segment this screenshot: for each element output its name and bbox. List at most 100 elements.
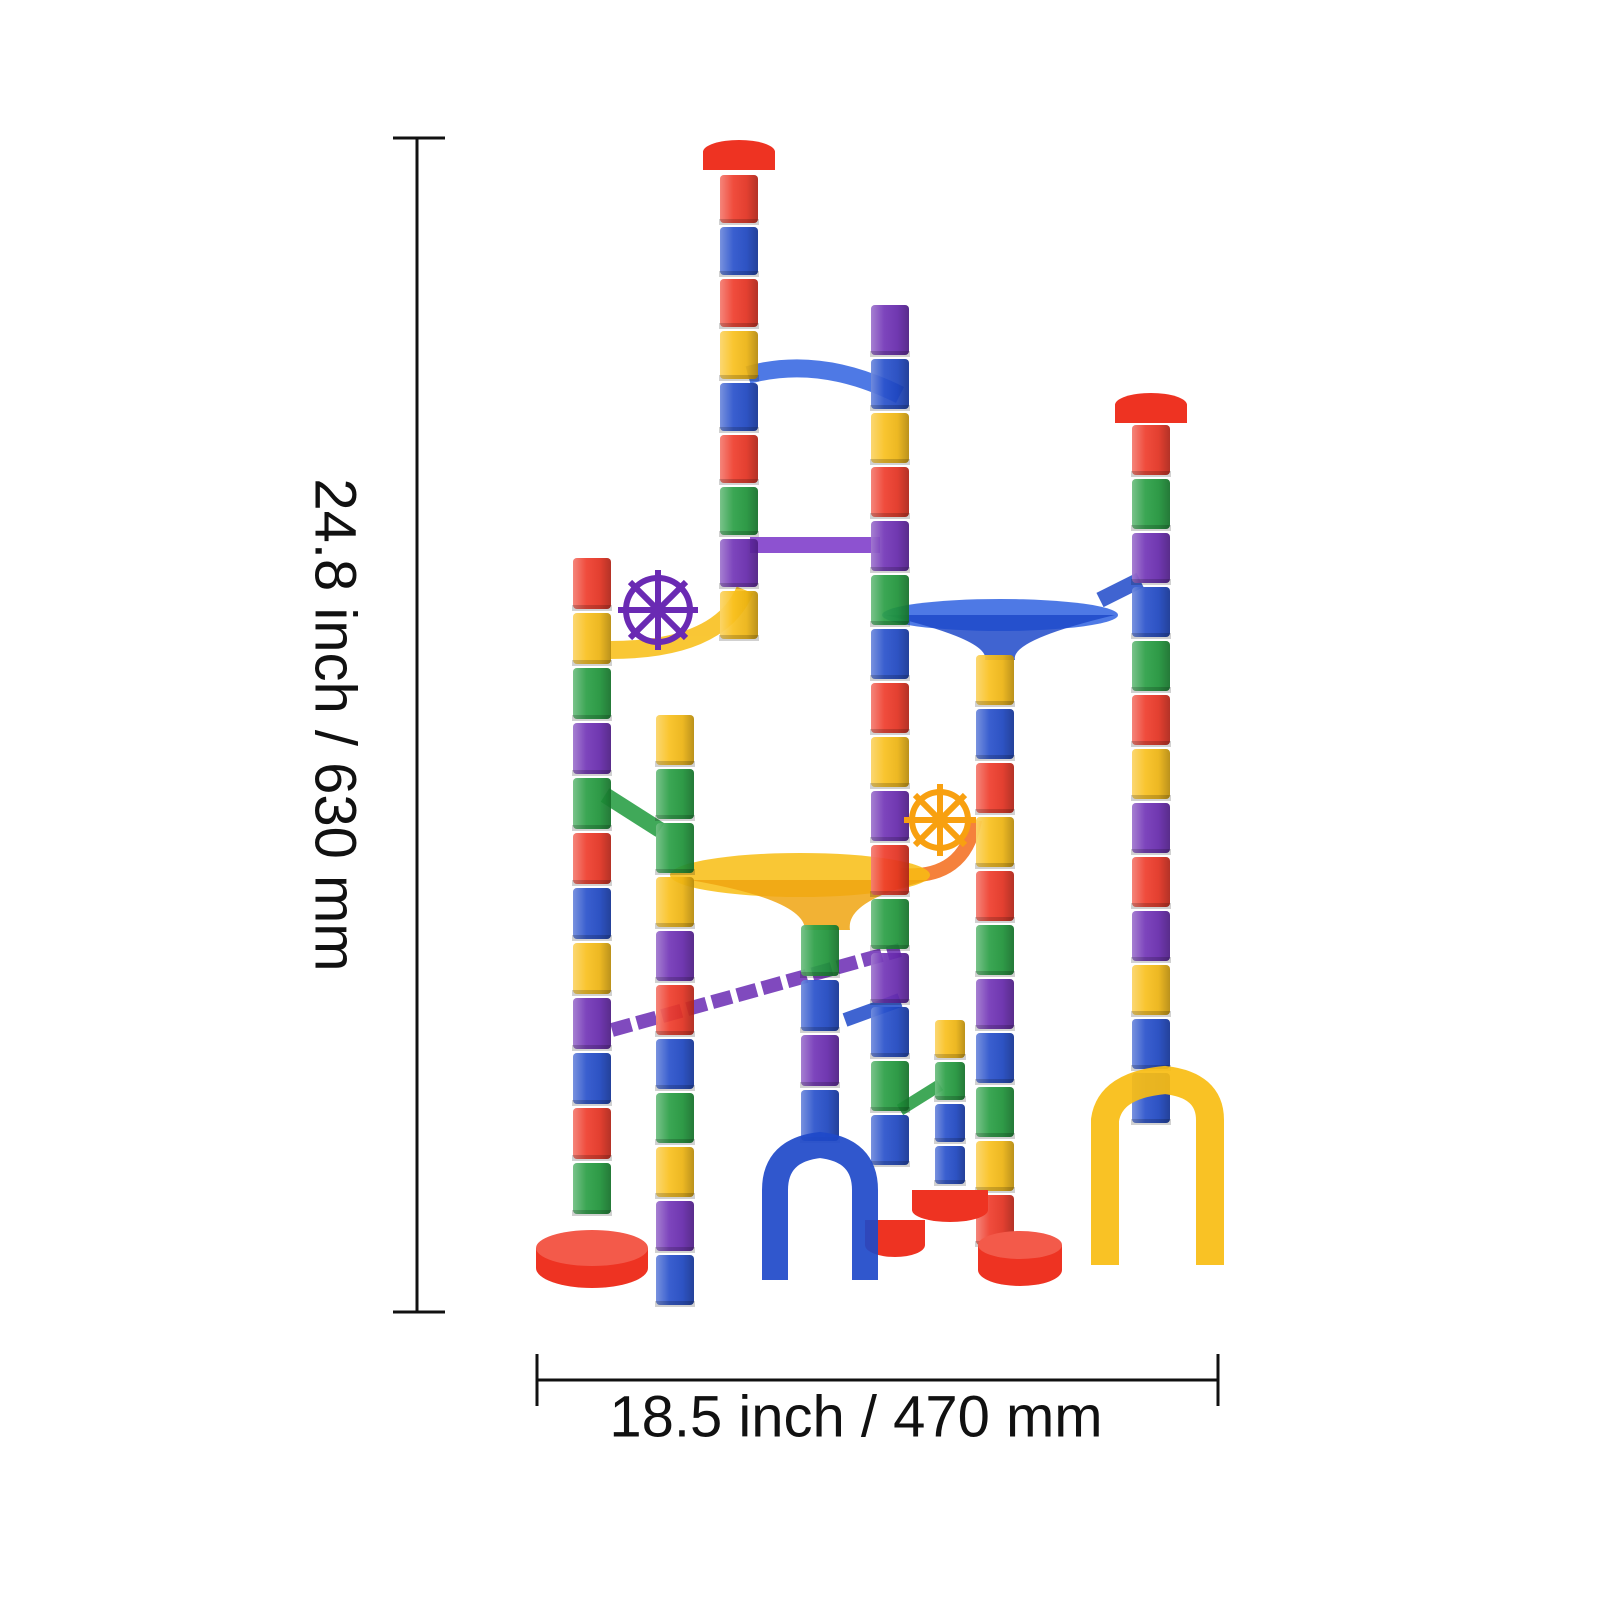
tube-segment-shine — [871, 305, 909, 355]
tube-segment-shine — [1132, 479, 1170, 529]
tube-joint — [572, 715, 612, 721]
tube-segment-shine — [656, 1147, 694, 1197]
tube-joint — [719, 635, 759, 641]
tube-segment-shine — [976, 1033, 1014, 1083]
tube-joint — [870, 783, 910, 789]
tube-segment-shine — [573, 1053, 611, 1104]
tube-joint — [572, 825, 612, 831]
yellow-arch-leg — [1091, 1065, 1224, 1265]
tube-joint — [572, 1210, 612, 1216]
tube-joint — [572, 880, 612, 886]
width-dimension-label: 18.5 inch / 470 mm — [609, 1384, 1103, 1450]
tube-joint — [870, 891, 910, 897]
tube-segment-shine — [801, 1035, 839, 1086]
tube-segment-shine — [1132, 803, 1170, 853]
column-bases — [536, 1190, 1062, 1288]
tube-segment-shine — [871, 737, 909, 787]
tube-joint — [870, 621, 910, 627]
tube-joint — [719, 323, 759, 329]
tube-segment-shine — [976, 817, 1014, 867]
tube-segment-shine — [871, 899, 909, 949]
tube-segment-shine — [935, 1062, 965, 1100]
tube-joint — [870, 1053, 910, 1059]
tube-segment-shine — [1132, 641, 1170, 691]
blue-arch-leg — [762, 1131, 878, 1280]
tube-segment-shine — [801, 980, 839, 1031]
tube-joint — [870, 999, 910, 1005]
tube-segment-shine — [976, 709, 1014, 759]
tube-segment-shine — [656, 823, 694, 873]
tube-segment-shine — [1132, 749, 1170, 799]
tube-segment-shine — [871, 1115, 909, 1165]
tube-segment-shine — [720, 591, 758, 639]
tube-joint — [572, 1045, 612, 1051]
tube-segment-shine — [573, 998, 611, 1049]
tube-joint — [870, 1107, 910, 1113]
orange-wheel-icon — [904, 784, 976, 856]
tube-joint — [975, 1187, 1015, 1193]
tube-joint — [655, 761, 695, 767]
tube-joint — [655, 1247, 695, 1253]
tube-segment-shine — [871, 359, 909, 409]
tube-joint — [655, 815, 695, 821]
tube-segment-shine — [976, 1087, 1014, 1137]
yellow-funnel — [670, 853, 930, 930]
tube-segment-shine — [720, 331, 758, 379]
tube-segment-shine — [573, 943, 611, 994]
tube-segment-shine — [871, 1007, 909, 1057]
tube-joint — [975, 863, 1015, 869]
tube-joint — [975, 809, 1015, 815]
tube-joint — [870, 675, 910, 681]
tube-segment-shine — [871, 467, 909, 517]
tube-joint — [572, 935, 612, 941]
track-columns — [572, 175, 1171, 1307]
tube-joint — [934, 1096, 966, 1102]
tube-joint — [870, 837, 910, 843]
height-dimension-label: 24.8 inch / 630 mm — [302, 478, 368, 972]
tube-joint — [719, 531, 759, 537]
tube-joint — [1131, 741, 1171, 747]
tube-segment-shine — [801, 925, 839, 976]
tube-joint — [975, 1133, 1015, 1139]
tube-segment-shine — [801, 1090, 839, 1141]
tube-segment-shine — [871, 845, 909, 895]
tube-joint — [655, 1301, 695, 1307]
tube-segment-shine — [871, 1061, 909, 1111]
tube-segment-shine — [1132, 911, 1170, 961]
tube-segment-shine — [871, 413, 909, 463]
purple-wheel-icon — [618, 570, 698, 650]
tube-joint — [655, 977, 695, 983]
tube-joint — [800, 972, 840, 978]
tube-joint — [870, 1161, 910, 1167]
tube-joint — [655, 1085, 695, 1091]
tube-joint — [655, 869, 695, 875]
tube-joint — [870, 405, 910, 411]
tube-joint — [572, 990, 612, 996]
tube-segment-shine — [720, 227, 758, 275]
tube-segment-shine — [1132, 695, 1170, 745]
tube-joint — [572, 770, 612, 776]
tube-joint — [934, 1054, 966, 1060]
tube-joint — [655, 1193, 695, 1199]
tube-joint — [1131, 903, 1171, 909]
height-dimension-line — [393, 136, 445, 1314]
tube-segment-shine — [656, 877, 694, 927]
tube-joint — [1131, 471, 1171, 477]
tube-joint — [719, 583, 759, 589]
tube-joint — [975, 701, 1015, 707]
tube-segment-shine — [720, 539, 758, 587]
tube-joint — [870, 513, 910, 519]
tube-segment-shine — [871, 791, 909, 841]
tube-segment-shine — [656, 715, 694, 765]
tube-segment-shine — [720, 487, 758, 535]
tube-segment-shine — [720, 383, 758, 431]
tube-joint — [719, 427, 759, 433]
tube-joint — [800, 1027, 840, 1033]
tube-segment-shine — [1132, 587, 1170, 637]
tube-segment-shine — [573, 723, 611, 774]
tube-joint — [1131, 687, 1171, 693]
tube-joint — [975, 917, 1015, 923]
tube-joint — [572, 605, 612, 611]
tube-joint — [870, 351, 910, 357]
